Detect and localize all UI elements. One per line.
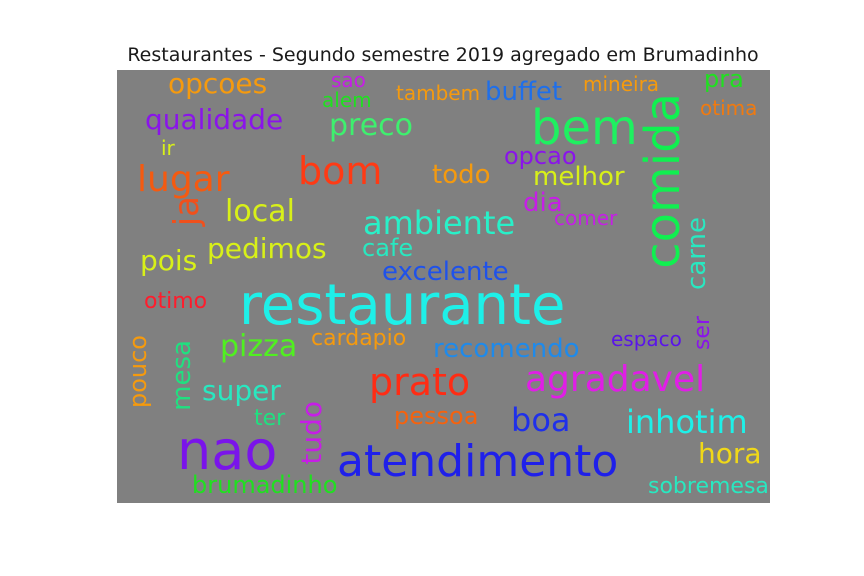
word-atendimento: atendimento [337, 436, 619, 487]
word-ser: ser [690, 316, 715, 351]
word-pois: pois [140, 244, 198, 277]
word-mesa: mesa [167, 340, 197, 411]
word-otimo: otimo [144, 289, 208, 314]
word-cloud: opcoes sao alem tambem buffet mineira pr… [117, 70, 770, 503]
word-alem: alem [322, 88, 372, 112]
word-sobremesa: sobremesa [648, 474, 769, 499]
word-comida: comida [635, 93, 691, 269]
word-opcoes: opcoes [168, 70, 268, 100]
word-restaurante: restaurante [239, 273, 566, 338]
word-melhor: melhor [533, 162, 625, 192]
word-mineira: mineira [583, 72, 660, 96]
word-carne: carne [682, 217, 712, 290]
word-boa: boa [511, 401, 571, 439]
word-preco: preco [329, 108, 414, 143]
word-pedimos: pedimos [207, 232, 327, 265]
word-excelente: excelente [382, 257, 509, 287]
word-pizza: pizza [220, 329, 298, 364]
word-cardapio: cardapio [311, 326, 407, 351]
word-cafe: cafe [362, 234, 414, 262]
word-comer: comer [554, 206, 618, 230]
word-lugar: lugar [137, 159, 230, 200]
word-recomendo: recomendo [433, 334, 580, 364]
word-ter: ter [254, 406, 286, 431]
word-inhotim: inhotim [626, 403, 748, 441]
word-sao: sao [331, 70, 366, 92]
word-todo: todo [432, 160, 491, 190]
word-pessoa: pessoa [394, 402, 479, 430]
word-hora: hora [698, 437, 762, 470]
word-dia: dia [523, 188, 563, 218]
word-tambem: tambem [396, 81, 481, 105]
word-pouco: pouco [124, 335, 152, 409]
word-brumadinho: brumadinho [192, 471, 338, 499]
word-buffet: buffet [485, 77, 563, 107]
word-local: local [225, 194, 295, 229]
word-opcao: opcao [504, 142, 577, 170]
word-tudo: tudo [295, 401, 328, 465]
chart-title: Restaurantes - Segundo semestre 2019 agr… [127, 44, 759, 66]
word-otima: otima [700, 96, 758, 120]
word-agradavel: agradavel [525, 359, 706, 400]
word-prato: prato [369, 360, 471, 404]
word-bom: bom [298, 149, 383, 193]
word-qualidade: qualidade [145, 103, 284, 136]
word-bem: bem [531, 100, 638, 156]
word-espaco: espaco [611, 327, 682, 351]
word-super: super [202, 374, 281, 407]
word-ambiente: ambiente [363, 204, 516, 242]
word-pra: pra [704, 70, 744, 93]
word-nao: nao [177, 419, 278, 482]
word-ja: ja [167, 196, 207, 227]
word-ir: ir [161, 136, 175, 160]
